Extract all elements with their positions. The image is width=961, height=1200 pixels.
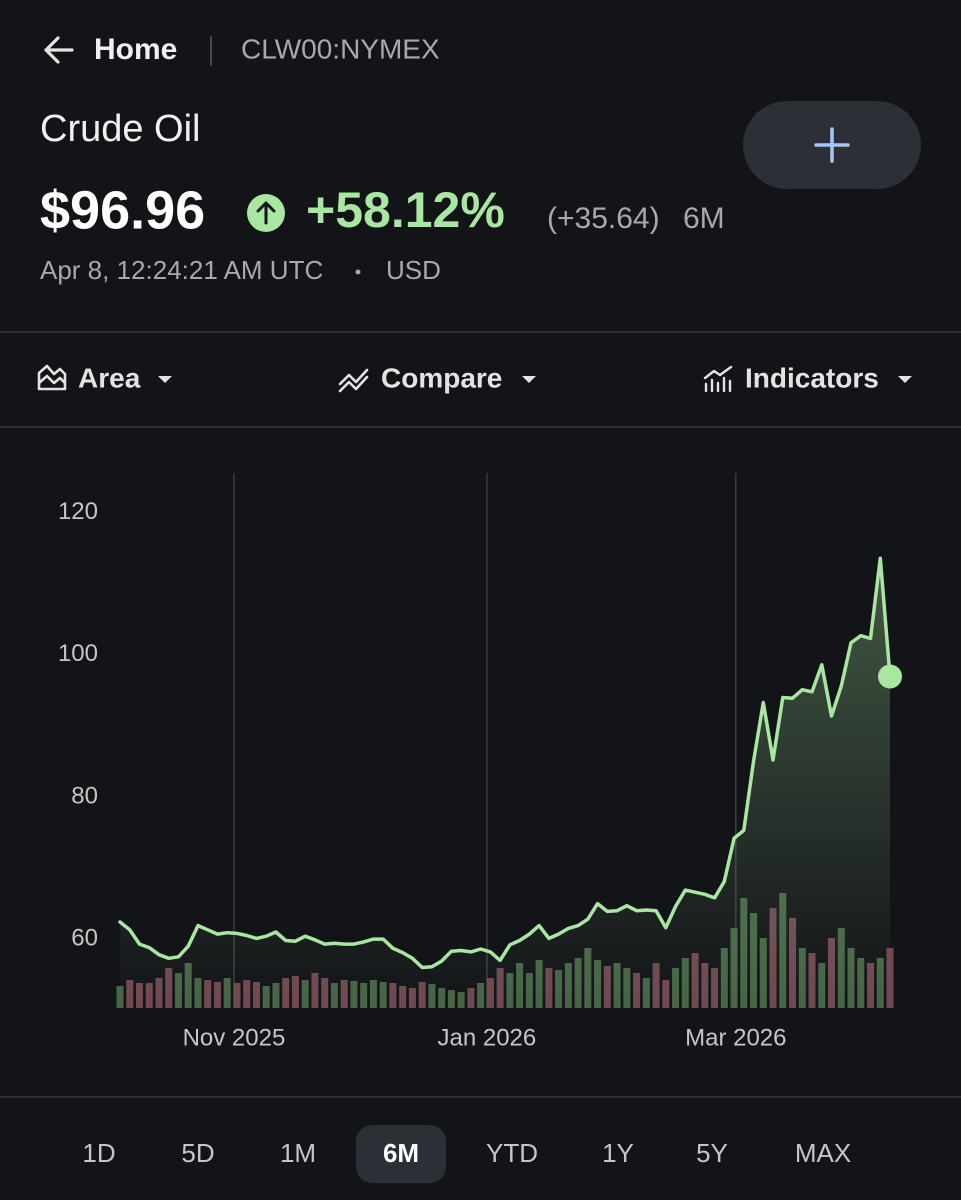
toolbar-label: Compare xyxy=(381,362,502,393)
back-arrow-icon xyxy=(44,36,74,64)
toolbar-label: Indicators xyxy=(745,362,879,393)
timestamp: Apr 8, 12:24:21 AM UTC xyxy=(40,255,323,285)
range-button[interactable]: 6M xyxy=(356,1125,446,1183)
range-button[interactable]: 5Y xyxy=(696,1138,728,1168)
area-menu[interactable]: Area xyxy=(37,362,172,393)
range-label: 1M xyxy=(280,1138,316,1168)
chart: Nov 2025 Jan 2026 Mar 2026 60 80 100 120 xyxy=(58,473,902,1051)
area-icon xyxy=(37,364,67,391)
meta-dot xyxy=(355,269,361,275)
range-button-selected-bg xyxy=(356,1125,446,1183)
range-label: 5Y xyxy=(696,1138,728,1168)
range-label: 1Y xyxy=(602,1138,634,1168)
change-period: 6M xyxy=(683,202,725,235)
x-tick-label: Nov 2025 xyxy=(183,1024,286,1051)
back-button[interactable]: Home xyxy=(44,33,177,66)
symbol: CLW00:NYMEX xyxy=(241,33,440,64)
compare-icon xyxy=(338,368,369,393)
up-arrow-icon xyxy=(256,201,276,225)
range-selector: 1D 5D 1M 6M YTD 1Y 5Y MAX xyxy=(82,1125,851,1183)
change-percent: +58.12% xyxy=(306,182,505,238)
add-button[interactable] xyxy=(743,101,921,189)
range-label: 1D xyxy=(82,1138,115,1168)
indicators-icon xyxy=(703,365,733,393)
range-label: YTD xyxy=(486,1138,538,1168)
toolbar-label: Area xyxy=(78,362,141,393)
add-icon xyxy=(814,127,850,163)
range-button[interactable]: 5D xyxy=(181,1138,214,1168)
range-button[interactable]: 1D xyxy=(82,1138,115,1168)
dropdown-caret xyxy=(158,376,172,383)
x-tick-label: Jan 2026 xyxy=(437,1024,536,1051)
instrument-name: Crude Oil xyxy=(40,108,201,150)
compare-menu[interactable]: Compare xyxy=(338,362,536,393)
range-button[interactable]: 1M xyxy=(280,1138,316,1168)
area-fill xyxy=(120,558,890,1008)
y-tick-label: 120 xyxy=(58,498,98,525)
range-button[interactable]: 1Y xyxy=(602,1138,634,1168)
price: $96.96 xyxy=(40,180,205,240)
y-tick-label: 80 xyxy=(71,782,98,809)
range-label: 5D xyxy=(181,1138,214,1168)
last-point xyxy=(878,664,902,689)
dropdown-caret xyxy=(522,376,536,383)
currency: USD xyxy=(386,255,441,285)
x-tick-label: Mar 2026 xyxy=(685,1024,786,1051)
change-abs: (+35.64) xyxy=(547,202,660,235)
range-button[interactable]: MAX xyxy=(795,1138,851,1168)
range-label: MAX xyxy=(795,1138,851,1168)
price-line xyxy=(118,556,892,970)
dropdown-caret xyxy=(898,376,912,383)
range-button[interactable]: YTD xyxy=(486,1138,538,1168)
y-tick-label: 60 xyxy=(71,924,98,951)
indicators-menu[interactable]: Indicators xyxy=(703,362,912,393)
back-label: Home xyxy=(94,33,177,66)
y-tick-label: 100 xyxy=(58,640,98,667)
range-label: 6M xyxy=(383,1138,419,1168)
